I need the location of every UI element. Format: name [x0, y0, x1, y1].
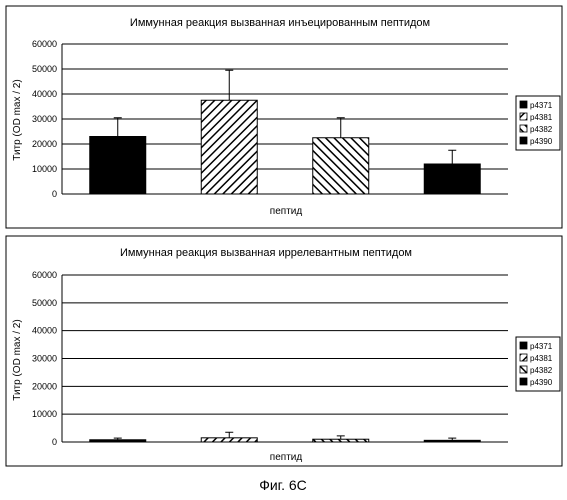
figure-caption: Фиг. 6С [259, 477, 307, 493]
bar-p4371 [90, 440, 146, 442]
y-tick-label: 50000 [32, 298, 57, 308]
bar-p4390 [424, 440, 480, 442]
y-tick-label: 0 [52, 437, 57, 447]
legend-label-p4371: p4371 [530, 101, 553, 110]
legend-swatch-p4390 [520, 378, 527, 385]
legend-label-p4382: p4382 [530, 366, 553, 375]
chart-1-title: Иммунная реакция вызванная инъецированны… [130, 17, 430, 29]
legend-label-p4390: p4390 [530, 378, 553, 387]
chart-2-xlabel: пептид [270, 452, 303, 463]
legend-label-p4390: p4390 [530, 137, 553, 146]
y-tick-label: 10000 [32, 409, 57, 419]
y-tick-label: 60000 [32, 270, 57, 280]
legend-label-p4382: p4382 [530, 125, 553, 134]
y-tick-label: 30000 [32, 354, 57, 364]
legend-label-p4381: p4381 [530, 113, 553, 122]
legend-swatch-p4371 [520, 342, 527, 349]
y-tick-label: 10000 [32, 164, 57, 174]
y-tick-label: 60000 [32, 39, 57, 49]
legend-swatch-p4371 [520, 101, 527, 108]
chart-1-frame [6, 6, 562, 228]
y-tick-label: 40000 [32, 326, 57, 336]
legend-swatch-p4381 [520, 113, 527, 120]
legend-swatch-p4382 [520, 125, 527, 132]
legend-swatch-p4390 [520, 137, 527, 144]
chart-1-xlabel: пептид [270, 206, 303, 217]
y-tick-label: 40000 [32, 89, 57, 99]
bar-p4381 [201, 100, 257, 194]
bar-p4381 [201, 438, 257, 442]
y-tick-label: 30000 [32, 114, 57, 124]
chart-2-frame [6, 236, 562, 466]
y-tick-label: 50000 [32, 64, 57, 74]
y-tick-label: 20000 [32, 139, 57, 149]
y-tick-label: 0 [52, 189, 57, 199]
bar-p4390 [424, 164, 480, 194]
legend-swatch-p4382 [520, 366, 527, 373]
legend-label-p4381: p4381 [530, 354, 553, 363]
chart-1-ylabel: Титр (OD max / 2) [12, 79, 23, 160]
chart-2-title: Иммунная реакция вызванная иррелевантным… [120, 247, 412, 259]
chart-panel-2: Иммунная реакция вызванная иррелевантным… [6, 236, 562, 466]
bar-p4382 [313, 138, 369, 194]
legend-label-p4371: p4371 [530, 342, 553, 351]
bar-p4382 [313, 439, 369, 442]
chart-2-ylabel: Титр (OD max / 2) [12, 319, 23, 400]
y-tick-label: 20000 [32, 381, 57, 391]
chart-panel-1: Иммунная реакция вызванная инъецированны… [6, 6, 562, 228]
bar-p4371 [90, 137, 146, 195]
legend-swatch-p4381 [520, 354, 527, 361]
